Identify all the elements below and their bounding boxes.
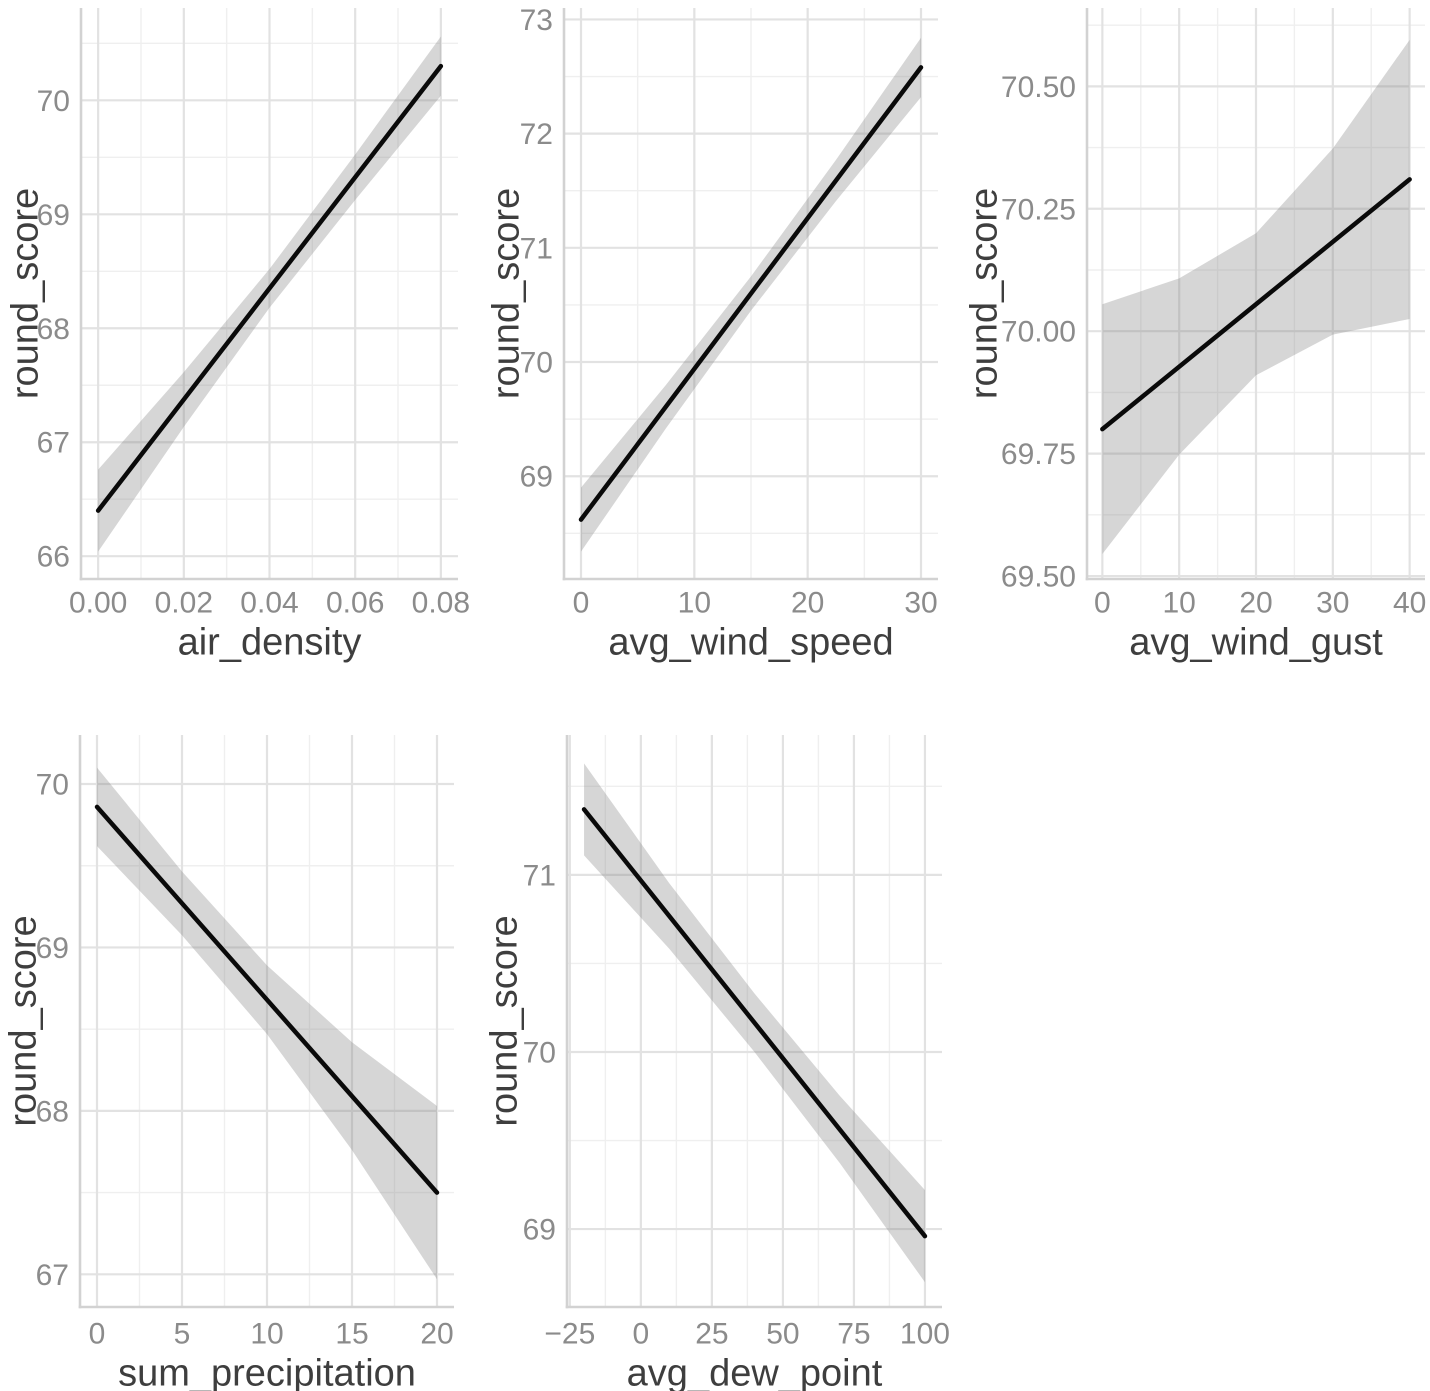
x-tick-label: 25: [695, 1318, 728, 1351]
confidence-ribbon: [97, 767, 437, 1280]
y-tick-label: 70: [37, 85, 70, 118]
y-tick-label: 70: [520, 347, 553, 380]
x-tick-label: 20: [420, 1318, 453, 1351]
y-axis-title: round_score: [483, 915, 525, 1126]
y-tick-label: 71: [523, 859, 556, 892]
y-tick-label: 70: [523, 1036, 556, 1069]
y-tick-label: 69: [37, 199, 70, 232]
x-axis-title: sum_precipitation: [118, 1352, 416, 1391]
y-tick-label: 67: [37, 427, 70, 460]
fit-line: [94, 804, 440, 1195]
confidence-ribbon: [1102, 39, 1410, 555]
x-tick-label: 0: [573, 587, 590, 620]
x-tick-label: 30: [904, 587, 937, 620]
x-tick-label: 0: [633, 1318, 650, 1351]
x-axis-title: avg_dew_point: [627, 1352, 883, 1391]
chart-avg-wind-speed: 0 10 20 30 69 70 71 72 73 avg_wind_speed round_sco…: [485, 4, 938, 663]
y-tick-label: 69: [36, 932, 69, 965]
y-tick-label: 73: [520, 4, 553, 37]
x-tick-label: 75: [837, 1318, 870, 1351]
y-tick-label: 71: [520, 232, 553, 265]
fit-line: [95, 63, 444, 513]
y-tick-label: 69: [523, 1214, 556, 1247]
x-axis-title: avg_wind_gust: [1129, 621, 1383, 663]
y-tick-label: 66: [37, 541, 70, 574]
y-tick-label: 67: [36, 1259, 69, 1292]
x-tick-label: 15: [335, 1318, 368, 1351]
x-axis-title: air_density: [178, 621, 362, 663]
y-axis-title: round_score: [485, 188, 527, 399]
fit-line: [581, 807, 928, 1239]
x-tick-label: 10: [678, 587, 711, 620]
plot-sum-precipitation: 0 5 10 15 20 67 68 69 70 sum_precipitation round_s…: [0, 696, 477, 1391]
x-tick-label: 20: [791, 587, 824, 620]
x-tick-label: 10: [250, 1318, 283, 1351]
x-tick-label: 0: [89, 1318, 106, 1351]
y-axis-title: round_score: [4, 188, 46, 399]
y-axis-title: round_score: [963, 188, 1005, 399]
x-tick-label: 50: [766, 1318, 799, 1351]
chart-air-density: 0.00 0.02 0.04 0.06 0.08 66 67 68 69 70 air_densit…: [4, 8, 470, 663]
confidence-ribbon: [98, 36, 441, 552]
y-tick-label: 68: [36, 1095, 69, 1128]
x-tick-label: 0.00: [69, 587, 127, 620]
y-tick-label: 69.50: [1001, 561, 1076, 594]
y-tick-label: 70.50: [1001, 71, 1076, 104]
plot-air-density: 0.00 0.02 0.04 0.06 0.08 66 67 68 69 70 air_densit…: [0, 0, 477, 696]
plot-avg-dew-point: −25 0 25 50 75 100 69 70 71 avg_dew_point round_sc…: [477, 696, 953, 1391]
x-tick-label: 10: [1162, 587, 1195, 620]
y-tick-label: 70: [36, 769, 69, 802]
plot-avg-wind-gust: 0 10 20 30 40 69.50 69.75 70.00 70.25 70.50 avg_wi…: [953, 0, 1430, 696]
chart-sum-precipitation: 0 5 10 15 20 67 68 69 70 sum_precipitation round_s…: [2, 735, 454, 1391]
x-tick-label: 30: [1316, 587, 1349, 620]
y-tick-label: 70.00: [1001, 316, 1076, 349]
x-tick-label: 0.08: [412, 587, 470, 620]
y-tick-label: 72: [520, 118, 553, 151]
fit-line: [1100, 177, 1412, 432]
chart-avg-dew-point: −25 0 25 50 75 100 69 70 71 avg_dew_point round_sc…: [483, 735, 950, 1391]
y-tick-label: 69: [520, 461, 553, 494]
y-tick-label: 69.75: [1001, 438, 1076, 471]
x-tick-label: −25: [544, 1318, 595, 1351]
x-tick-label: 0: [1094, 587, 1111, 620]
plot-avg-wind-speed: 0 10 20 30 69 70 71 72 73 avg_wind_speed round_sco…: [477, 0, 953, 696]
x-tick-label: 0.02: [155, 587, 213, 620]
x-tick-label: 40: [1393, 587, 1426, 620]
x-axis-title: avg_wind_speed: [608, 621, 893, 663]
y-tick-label: 68: [37, 313, 70, 346]
x-tick-label: 5: [174, 1318, 191, 1351]
x-tick-label: 100: [900, 1318, 950, 1351]
x-tick-label: 0.06: [326, 587, 384, 620]
chart-avg-wind-gust: 0 10 20 30 40 69.50 69.75 70.00 70.25 70.50 avg_wi…: [963, 8, 1426, 663]
y-tick-label: 70.25: [1001, 193, 1076, 226]
x-tick-label: 0.04: [240, 587, 298, 620]
y-axis-title: round_score: [2, 915, 44, 1126]
fit-line: [578, 65, 924, 522]
x-tick-label: 20: [1239, 587, 1272, 620]
